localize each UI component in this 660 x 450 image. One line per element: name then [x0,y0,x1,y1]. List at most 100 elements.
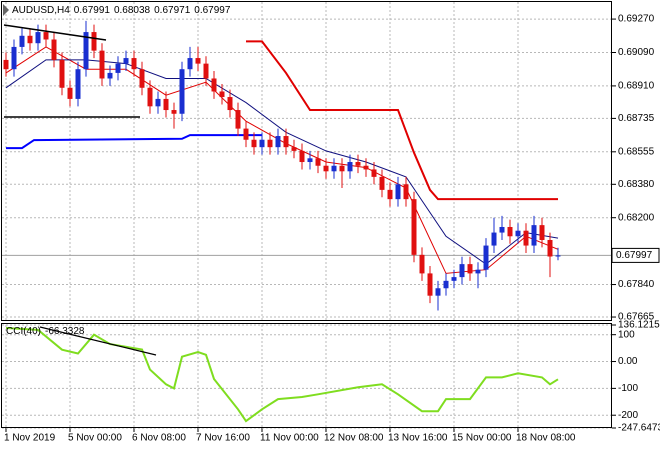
candle-body [339,165,345,172]
candle-body [59,59,65,88]
indicator-line [246,40,558,201]
candle-body [179,69,185,114]
candle-body [267,139,273,148]
candle-body [19,35,25,47]
y-tick-label: 136.1215 [618,320,660,331]
x-tick-label: 1 Nov 2019 [4,433,56,444]
candle-body [195,58,201,64]
candle-body [435,288,441,296]
candle-body [275,136,281,148]
y-tick-label: 0.68555 [618,146,655,157]
candle-body [155,98,161,107]
symbol: AUDUSD,H4 [12,5,70,16]
candle-body [531,225,537,246]
candle-body [27,35,33,44]
candle-body [203,63,209,79]
high: 0.68038 [114,5,151,16]
candle-body [107,72,113,79]
candle-body [291,147,297,151]
candle-body [139,69,145,88]
candle-body [75,69,81,99]
candle-body [35,32,41,44]
x-tick-label: 15 Nov 00:00 [452,433,512,444]
candle-body [347,162,353,172]
y-tick-label: 0.00 [618,356,638,367]
candle-body [227,97,233,111]
candle-body [235,110,241,129]
candle-body [67,87,73,99]
candle-body [307,158,313,163]
low: 0.67971 [154,5,191,16]
y-tick-label: 0.67840 [618,279,655,290]
candle-body [83,32,89,70]
candle-body [51,39,57,60]
candle-body [131,58,137,70]
candle-body [387,189,393,200]
x-tick-label: 18 Nov 08:00 [516,433,576,444]
cci-title: CCI(40) -66.3328 [6,326,85,337]
trend-line [3,24,107,41]
candle-body [187,58,193,70]
y-tick-label: 0.69090 [618,47,655,58]
candle-body [499,226,505,233]
candle-body [555,255,561,257]
x-tick-label: 6 Nov 08:00 [132,433,186,444]
chart-title: AUDUSD,H4 0.67991 0.68038 0.67971 0.67997 [12,5,231,16]
candle-body [91,32,97,51]
candle-body [515,230,521,237]
cci-frame [1,323,612,428]
candle-body [355,162,361,166]
candle-body [539,225,545,240]
candle-body [147,87,153,107]
x-tick-label: 11 Nov 00:00 [260,433,319,444]
current-price-label: 0.67997 [616,250,653,261]
candle-body [163,98,169,111]
candle-body [323,165,329,172]
trend-line [39,326,157,356]
candle-body [467,264,473,274]
candle-body [523,230,529,246]
plot-layer: 0.69270 0.69090 0.68910 0.68735 0.68555 0.683… [2,2,660,444]
candle-body [451,277,457,281]
candle-body [123,58,129,64]
y-tick-label: 100 [618,329,635,340]
candle-body [315,158,321,166]
candle-body [331,165,337,172]
x-tick-label: 13 Nov 16:00 [388,433,448,444]
y-tick-label: 0.68735 [618,113,655,124]
open: 0.67991 [74,5,111,16]
candle-body [379,176,385,190]
candle-body [371,169,377,177]
candle-body [219,91,225,98]
candle-body [3,59,9,70]
header-icon [3,4,9,16]
y-tick-label: 0.69270 [618,14,655,25]
candle-body [507,226,513,237]
candle-body [419,254,425,274]
candle-body [211,78,217,92]
candle-body [251,139,257,148]
x-tick-label: 12 Nov 08:00 [324,433,384,444]
candle-body [547,239,553,257]
candle-body [363,165,369,170]
x-tick-label: 5 Nov 00:00 [68,433,122,444]
candle-body [43,32,49,40]
cci-value: -66.3328 [45,326,85,337]
price-frame [1,1,612,321]
candle-body [443,280,449,289]
candle-body [459,264,465,278]
candle-body [483,245,489,270]
y-tick-label: -247.6473 [618,423,660,434]
candle-body [243,128,249,140]
x-tick-label: 7 Nov 16:00 [196,433,250,444]
candle-body [11,46,17,70]
indicator-line [6,134,262,150]
candle-body [491,232,497,246]
candle-body [427,273,433,296]
candle-body [171,110,177,114]
candle-body [259,139,265,148]
candle-body [411,199,417,255]
y-tick-label: -200 [618,410,638,421]
